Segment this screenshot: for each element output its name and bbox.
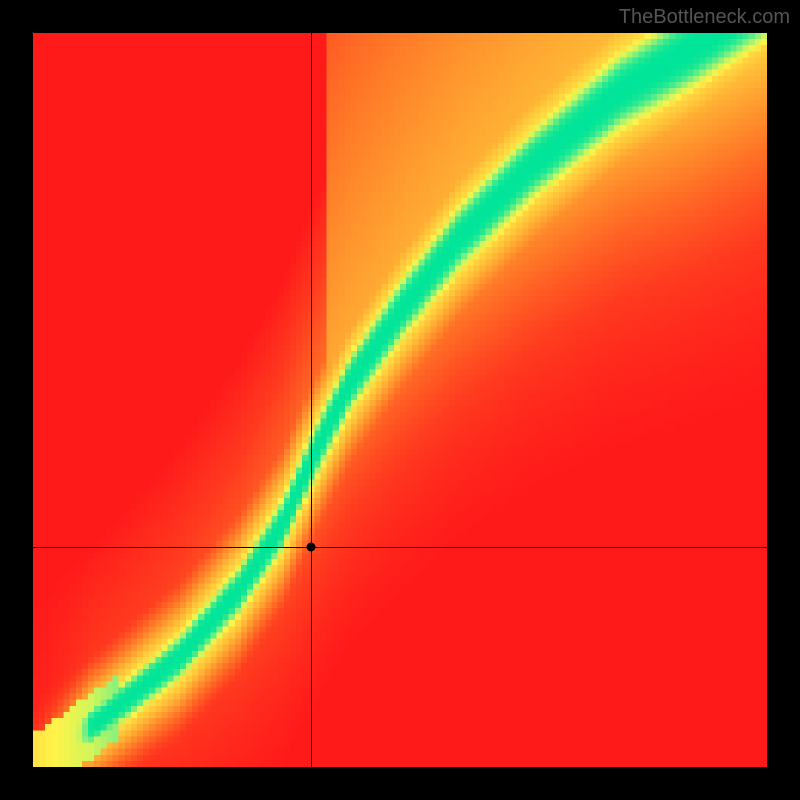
watermark-text: TheBottleneck.com <box>619 6 790 29</box>
bottleneck-heatmap <box>33 33 767 767</box>
plot-area <box>33 33 767 767</box>
crosshair-vertical <box>311 33 312 767</box>
figure-container: TheBottleneck.com <box>0 0 800 800</box>
selection-marker <box>307 542 316 551</box>
crosshair-horizontal <box>33 547 767 548</box>
